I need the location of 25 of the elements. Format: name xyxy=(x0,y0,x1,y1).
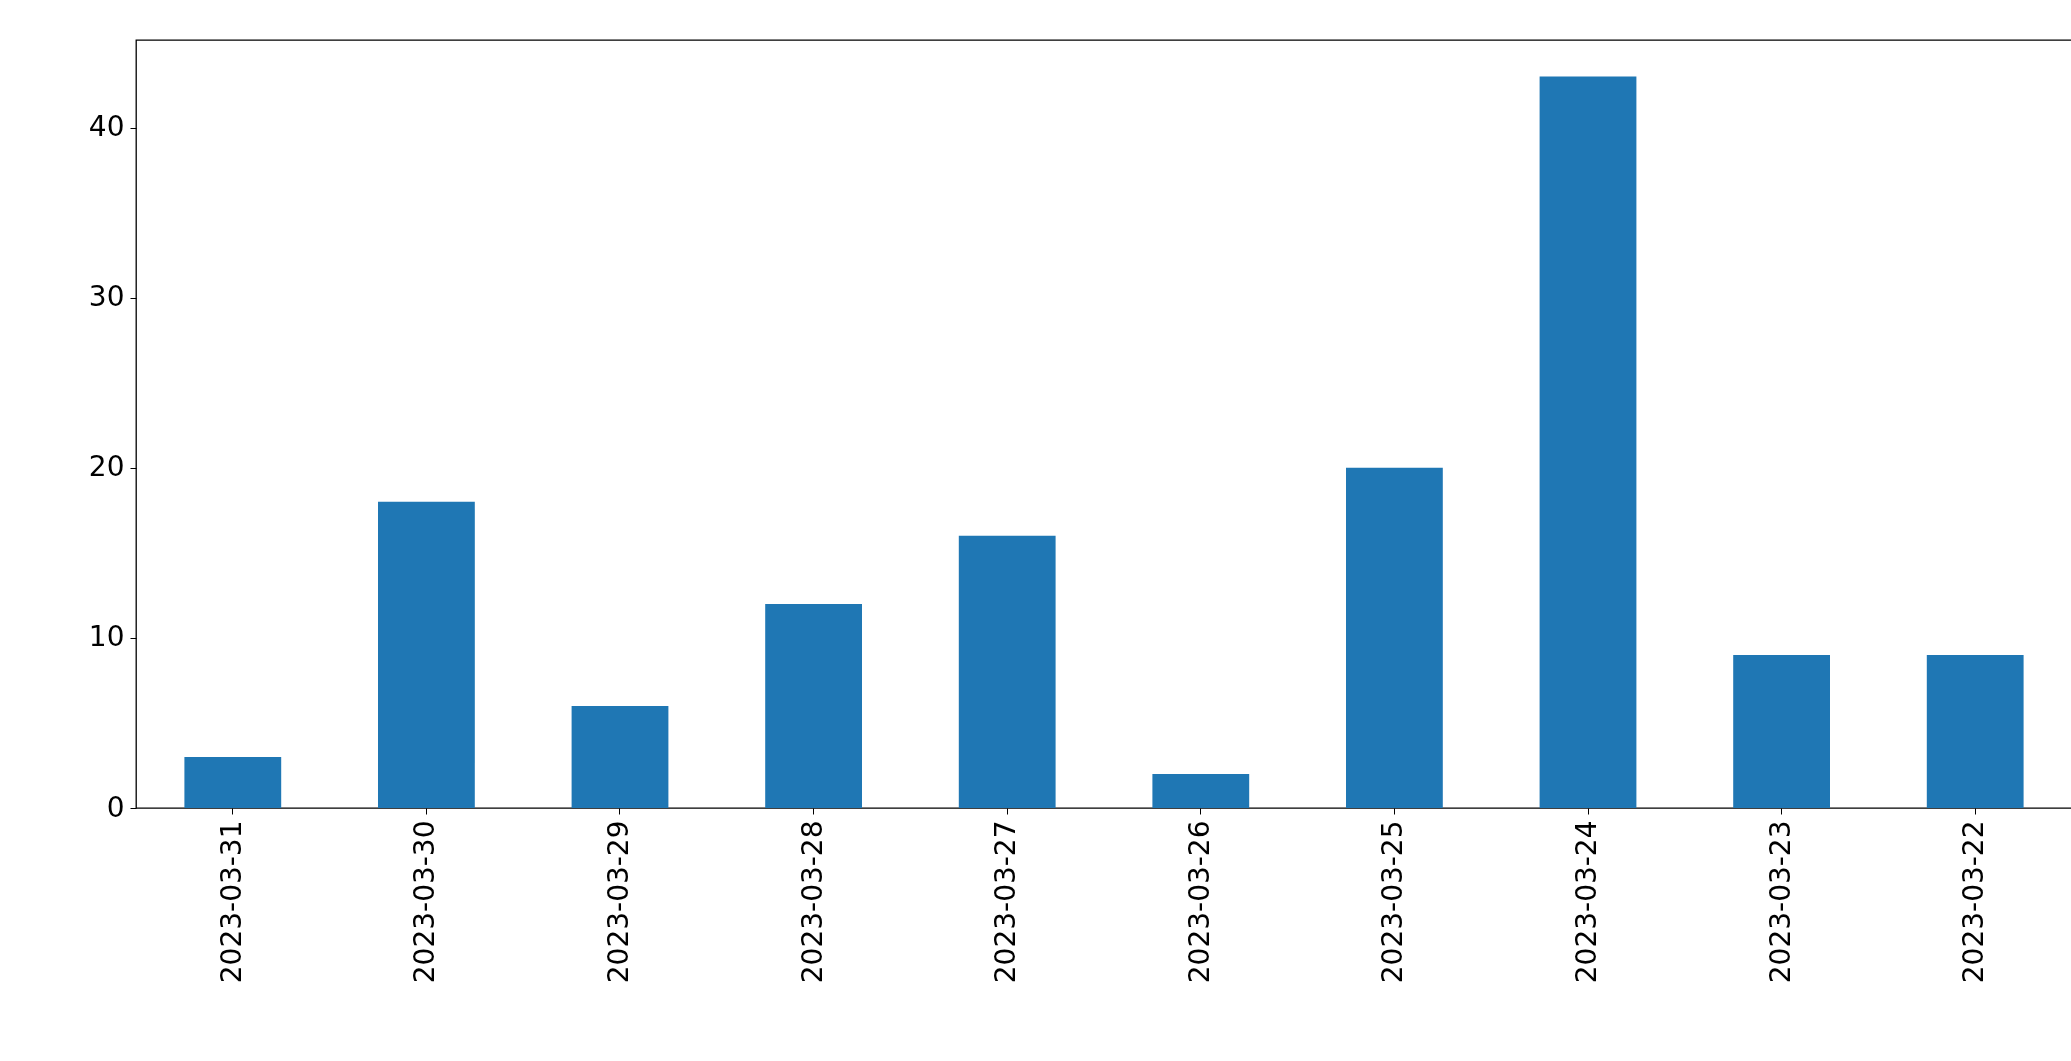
y-tick-label: 10 xyxy=(88,620,125,654)
y-tick-label: 40 xyxy=(88,110,125,144)
x-tick-label: 2023-03-29 xyxy=(602,820,635,984)
x-tick-label: 2023-03-23 xyxy=(1763,820,1797,984)
bar xyxy=(1152,773,1250,808)
x-tick-label: 2023-03-31 xyxy=(214,820,248,984)
x-tick-label: 2023-03-26 xyxy=(1182,820,1216,984)
bar xyxy=(765,603,862,808)
x-tick-label: 2023-03-22 xyxy=(1957,820,1991,984)
bar xyxy=(184,756,282,808)
bar xyxy=(378,501,475,808)
x-tick-label: 2023-03-25 xyxy=(1376,820,1410,984)
x-tick-label: 2023-03-27 xyxy=(989,820,1023,984)
bar xyxy=(1539,76,1637,808)
bar xyxy=(571,705,669,808)
x-tick-label: 2023-03-30 xyxy=(408,820,442,984)
x-tick-label: 2023-03-24 xyxy=(1570,820,1603,984)
y-tick-label: 30 xyxy=(88,280,125,314)
bar xyxy=(1926,654,2024,808)
bar xyxy=(958,535,1056,808)
x-tick-label: 2023-03-28 xyxy=(795,820,829,984)
y-tick-label: 0 xyxy=(106,790,125,824)
bar xyxy=(1346,467,1443,808)
bar xyxy=(1733,654,1830,808)
y-tick-label: 20 xyxy=(88,450,125,484)
